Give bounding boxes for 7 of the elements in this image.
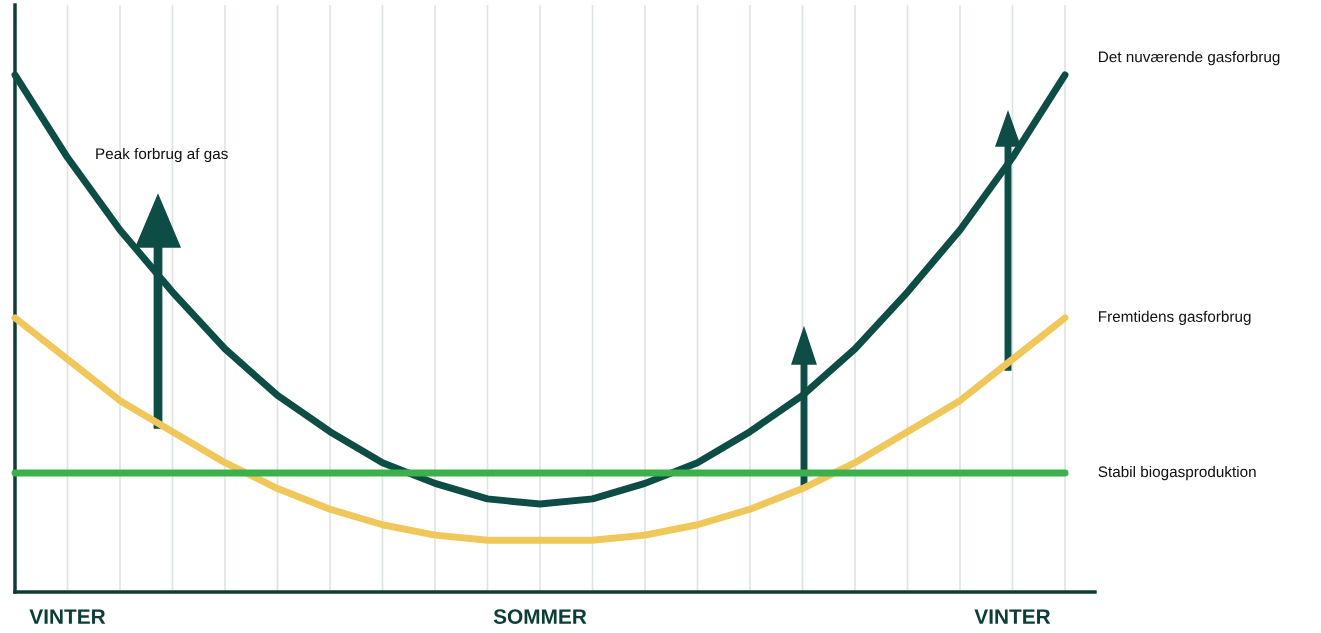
- x-tick-label: VINTER: [974, 609, 1051, 624]
- x-tick-label: VINTER: [29, 609, 106, 624]
- text: Det nuværende gasforbrug: [1099, 51, 1280, 66]
- text: Stabil biogasproduktion: [1098, 465, 1256, 481]
- x-tick-label: SOMMER: [493, 609, 587, 624]
- annotation: Peak forbrug af gas: [96, 147, 228, 163]
- text: Fremtidens gasforbrug: [1099, 310, 1251, 326]
